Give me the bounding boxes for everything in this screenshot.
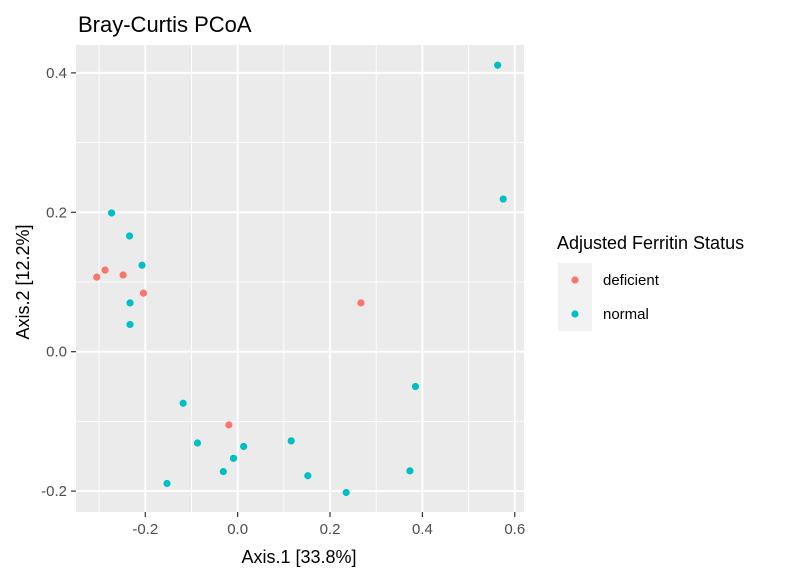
x-tick-label: -0.2 — [132, 521, 158, 538]
y-tick-label: 0.2 — [46, 204, 67, 221]
point-normal — [125, 232, 134, 240]
point-deficient — [93, 273, 101, 281]
point-normal — [229, 454, 238, 462]
point-deficient — [101, 266, 109, 274]
y-tick-label: 0.0 — [46, 344, 67, 361]
point-normal — [342, 488, 350, 497]
point-normal — [193, 439, 202, 447]
x-axis-title: Axis.1 [33.8%] — [241, 547, 356, 567]
x-tick-label: 0.6 — [504, 521, 525, 538]
legend-label-deficient: deficient — [603, 272, 660, 289]
point-normal — [179, 399, 187, 407]
minor-gridlines — [76, 45, 524, 512]
legend-swatch-deficient — [571, 276, 579, 284]
x-tick-label: 0.2 — [320, 521, 341, 538]
point-normal — [406, 467, 414, 475]
legend-items: deficient normal — [558, 263, 660, 331]
legend-label-normal: normal — [603, 306, 649, 323]
point-normal — [499, 195, 507, 203]
point-normal — [126, 320, 134, 329]
legend-swatch-normal — [571, 310, 579, 318]
point-normal — [126, 299, 134, 307]
point-normal — [411, 382, 420, 391]
point-deficient — [357, 299, 365, 307]
point-normal — [287, 437, 295, 445]
point-normal — [163, 479, 171, 488]
y-axis-ticks: -0.2 0.0 0.2 0.4 — [41, 65, 76, 500]
chart-title: Bray-Curtis PCoA — [78, 12, 252, 37]
data-points — [93, 61, 507, 497]
x-axis-ticks: -0.2 0.0 0.2 0.4 0.6 — [132, 512, 525, 538]
point-deficient — [119, 271, 127, 279]
legend: Adjusted Ferritin Status deficient normal — [557, 233, 744, 331]
x-tick-label: 0.0 — [227, 521, 248, 538]
point-normal — [219, 467, 227, 476]
y-tick-label: -0.2 — [41, 483, 67, 500]
point-normal — [107, 209, 116, 217]
legend-title: Adjusted Ferritin Status — [557, 233, 744, 253]
point-normal — [138, 261, 146, 269]
plot-panel — [76, 45, 524, 512]
point-deficient — [225, 421, 233, 429]
point-deficient — [139, 289, 148, 297]
major-gridlines — [76, 45, 524, 512]
point-normal — [304, 472, 312, 480]
x-tick-label: 0.4 — [412, 521, 433, 538]
y-tick-label: 0.4 — [46, 65, 67, 82]
y-axis-title: Axis.2 [12.2%] — [13, 224, 33, 339]
point-normal — [494, 61, 502, 69]
point-normal — [240, 442, 248, 451]
